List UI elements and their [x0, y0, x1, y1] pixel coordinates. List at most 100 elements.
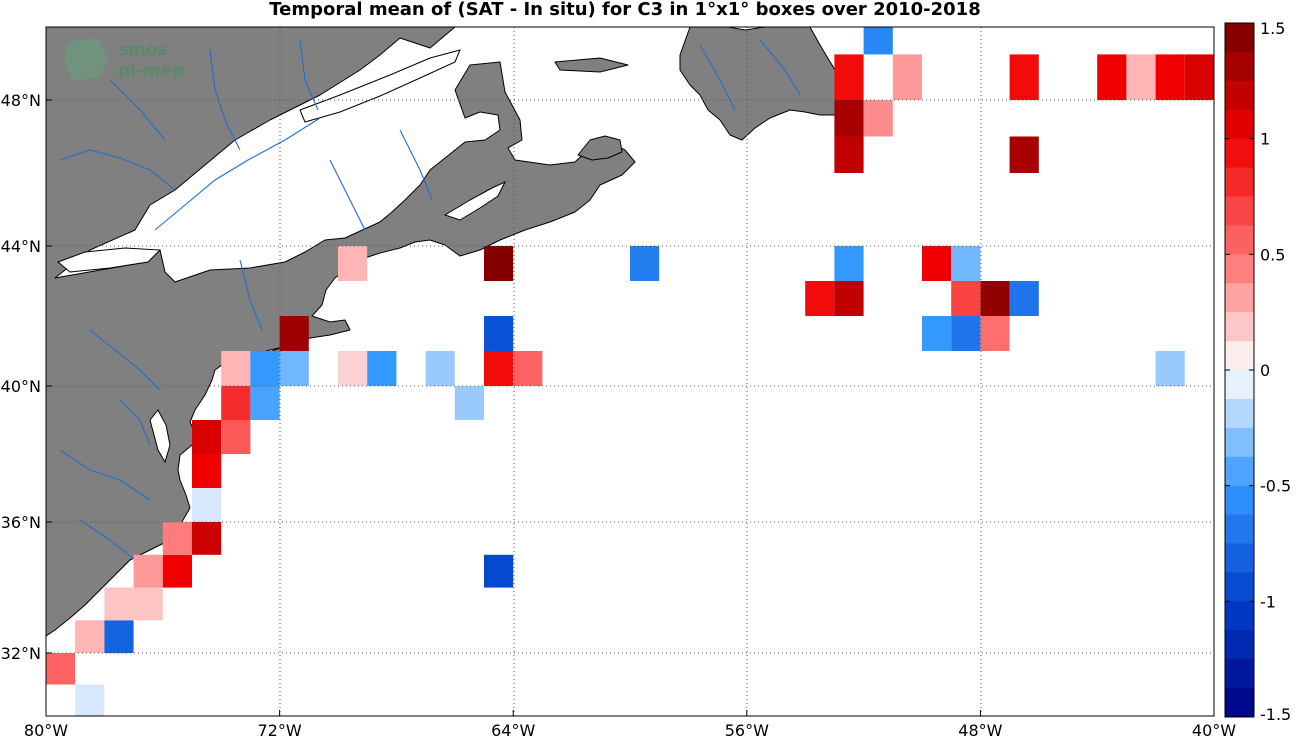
colorbar-tick-label: 0.5 [1260, 245, 1285, 264]
data-cell [863, 100, 893, 137]
data-cell [338, 246, 368, 281]
colorbar-swatch [1225, 398, 1254, 429]
colorbar-swatch [1225, 456, 1254, 487]
data-cell [1009, 54, 1039, 100]
colorbar-swatch [1225, 543, 1254, 573]
data-cell [133, 587, 163, 621]
rivers [59, 39, 801, 561]
newfoundland-land [679, 27, 843, 141]
colorbar-swatch [1225, 80, 1254, 111]
data-cells [46, 27, 1214, 716]
x-tick-label: 64°W [491, 721, 535, 738]
data-cell [834, 100, 864, 137]
st-lawrence-estuary [299, 49, 461, 123]
data-cell [192, 488, 222, 522]
data-cell [484, 554, 514, 588]
colorbar-swatch [1225, 572, 1254, 602]
data-cell [805, 281, 835, 316]
data-cell [221, 386, 251, 420]
colorbar-swatch [1225, 341, 1254, 371]
colorbar-tick-label: -0.5 [1260, 477, 1291, 496]
data-cell [1009, 136, 1039, 173]
map-frame [45, 26, 1215, 717]
data-cell [834, 54, 864, 100]
x-tick-label: 40°W [1192, 721, 1236, 738]
data-cell [980, 316, 1010, 351]
colorbar-swatch [1225, 254, 1254, 284]
colorbar-swatch [1225, 51, 1254, 82]
y-tick-label: 32°N [1, 644, 41, 663]
anticosti-island-land [554, 57, 629, 73]
data-cell [279, 316, 309, 351]
colorbar-swatch [1225, 370, 1254, 400]
data-cell [513, 351, 543, 386]
data-cell [1155, 54, 1185, 100]
data-cell [484, 316, 514, 351]
logo-text-top: smos [118, 40, 168, 60]
data-cell [75, 684, 105, 716]
x-tick-label: 56°W [725, 721, 769, 738]
cape-breton-land [577, 135, 623, 161]
data-cell [104, 587, 134, 621]
data-cell [250, 386, 280, 420]
data-cell [192, 522, 222, 555]
colorbar [1224, 22, 1255, 718]
colorbar-swatch [1225, 659, 1254, 689]
colorbar-tick-label: -1 [1260, 592, 1276, 611]
data-cell [951, 281, 981, 316]
x-tick-label: 48°W [958, 721, 1002, 738]
colorbar-tick-label: -1.5 [1260, 705, 1291, 724]
data-cell [922, 246, 952, 281]
data-cell [484, 351, 514, 386]
colorbar-swatch [1225, 312, 1254, 342]
data-cell [834, 246, 864, 281]
y-tick-label: 36°N [1, 513, 41, 532]
data-cell [834, 281, 864, 316]
y-tick-label: 44°N [1, 237, 41, 256]
map-gridlines [46, 27, 1214, 716]
data-cell [75, 620, 105, 654]
data-cell [192, 420, 222, 454]
data-cell [951, 246, 981, 281]
colorbar-tick-label: 0 [1260, 361, 1270, 380]
data-cell [834, 136, 864, 173]
colorbar-swatch [1225, 167, 1254, 197]
colorbar-swatch [1225, 688, 1254, 718]
colorbar-swatch [1225, 225, 1254, 255]
map-title: Temporal mean of (SAT - In situ) for C3 … [269, 0, 981, 20]
data-cell [630, 246, 660, 281]
x-tick-label: 80°W [24, 721, 68, 738]
data-cell [863, 27, 893, 55]
data-cell [484, 246, 514, 281]
colorbar-swatch [1225, 196, 1254, 226]
colorbar-ticks: 1.5 1 0.5 0 -0.5 -1 -1.5 [1225, 19, 1291, 724]
bay-of-fundy [443, 180, 507, 221]
data-cell [892, 54, 922, 100]
data-cell [1126, 54, 1156, 100]
data-cell [162, 554, 192, 588]
data-cell [922, 316, 952, 351]
data-cell [162, 522, 192, 555]
x-axis-ticks: 80°W 72°W 64°W 56°W 48°W 40°W [24, 710, 1236, 738]
lake-ontario [57, 247, 162, 273]
data-cell [367, 351, 397, 386]
data-cell [951, 316, 981, 351]
colorbar-tick-label: 1.5 [1260, 19, 1285, 38]
colorbar-swatch [1225, 138, 1254, 169]
data-cell [279, 351, 309, 386]
data-cell [1009, 281, 1039, 316]
data-cell [250, 351, 280, 386]
data-cell [980, 281, 1010, 316]
data-cell [1184, 54, 1214, 100]
colorbar-swatch [1225, 514, 1254, 544]
colorbar-swatch [1225, 427, 1254, 458]
data-cell [425, 351, 455, 386]
y-tick-label: 40°N [1, 377, 41, 396]
colorbar-swatch [1225, 109, 1254, 140]
data-cell [1097, 54, 1127, 100]
smos-pimep-logo: smos pi-mep [64, 38, 184, 81]
colorbar-swatch [1225, 601, 1254, 631]
y-axis-ticks: 32°N 36°N 40°N 44°N 48°N [1, 91, 52, 663]
colorbar-tick-label: 1 [1260, 130, 1270, 149]
data-cell [133, 554, 163, 588]
